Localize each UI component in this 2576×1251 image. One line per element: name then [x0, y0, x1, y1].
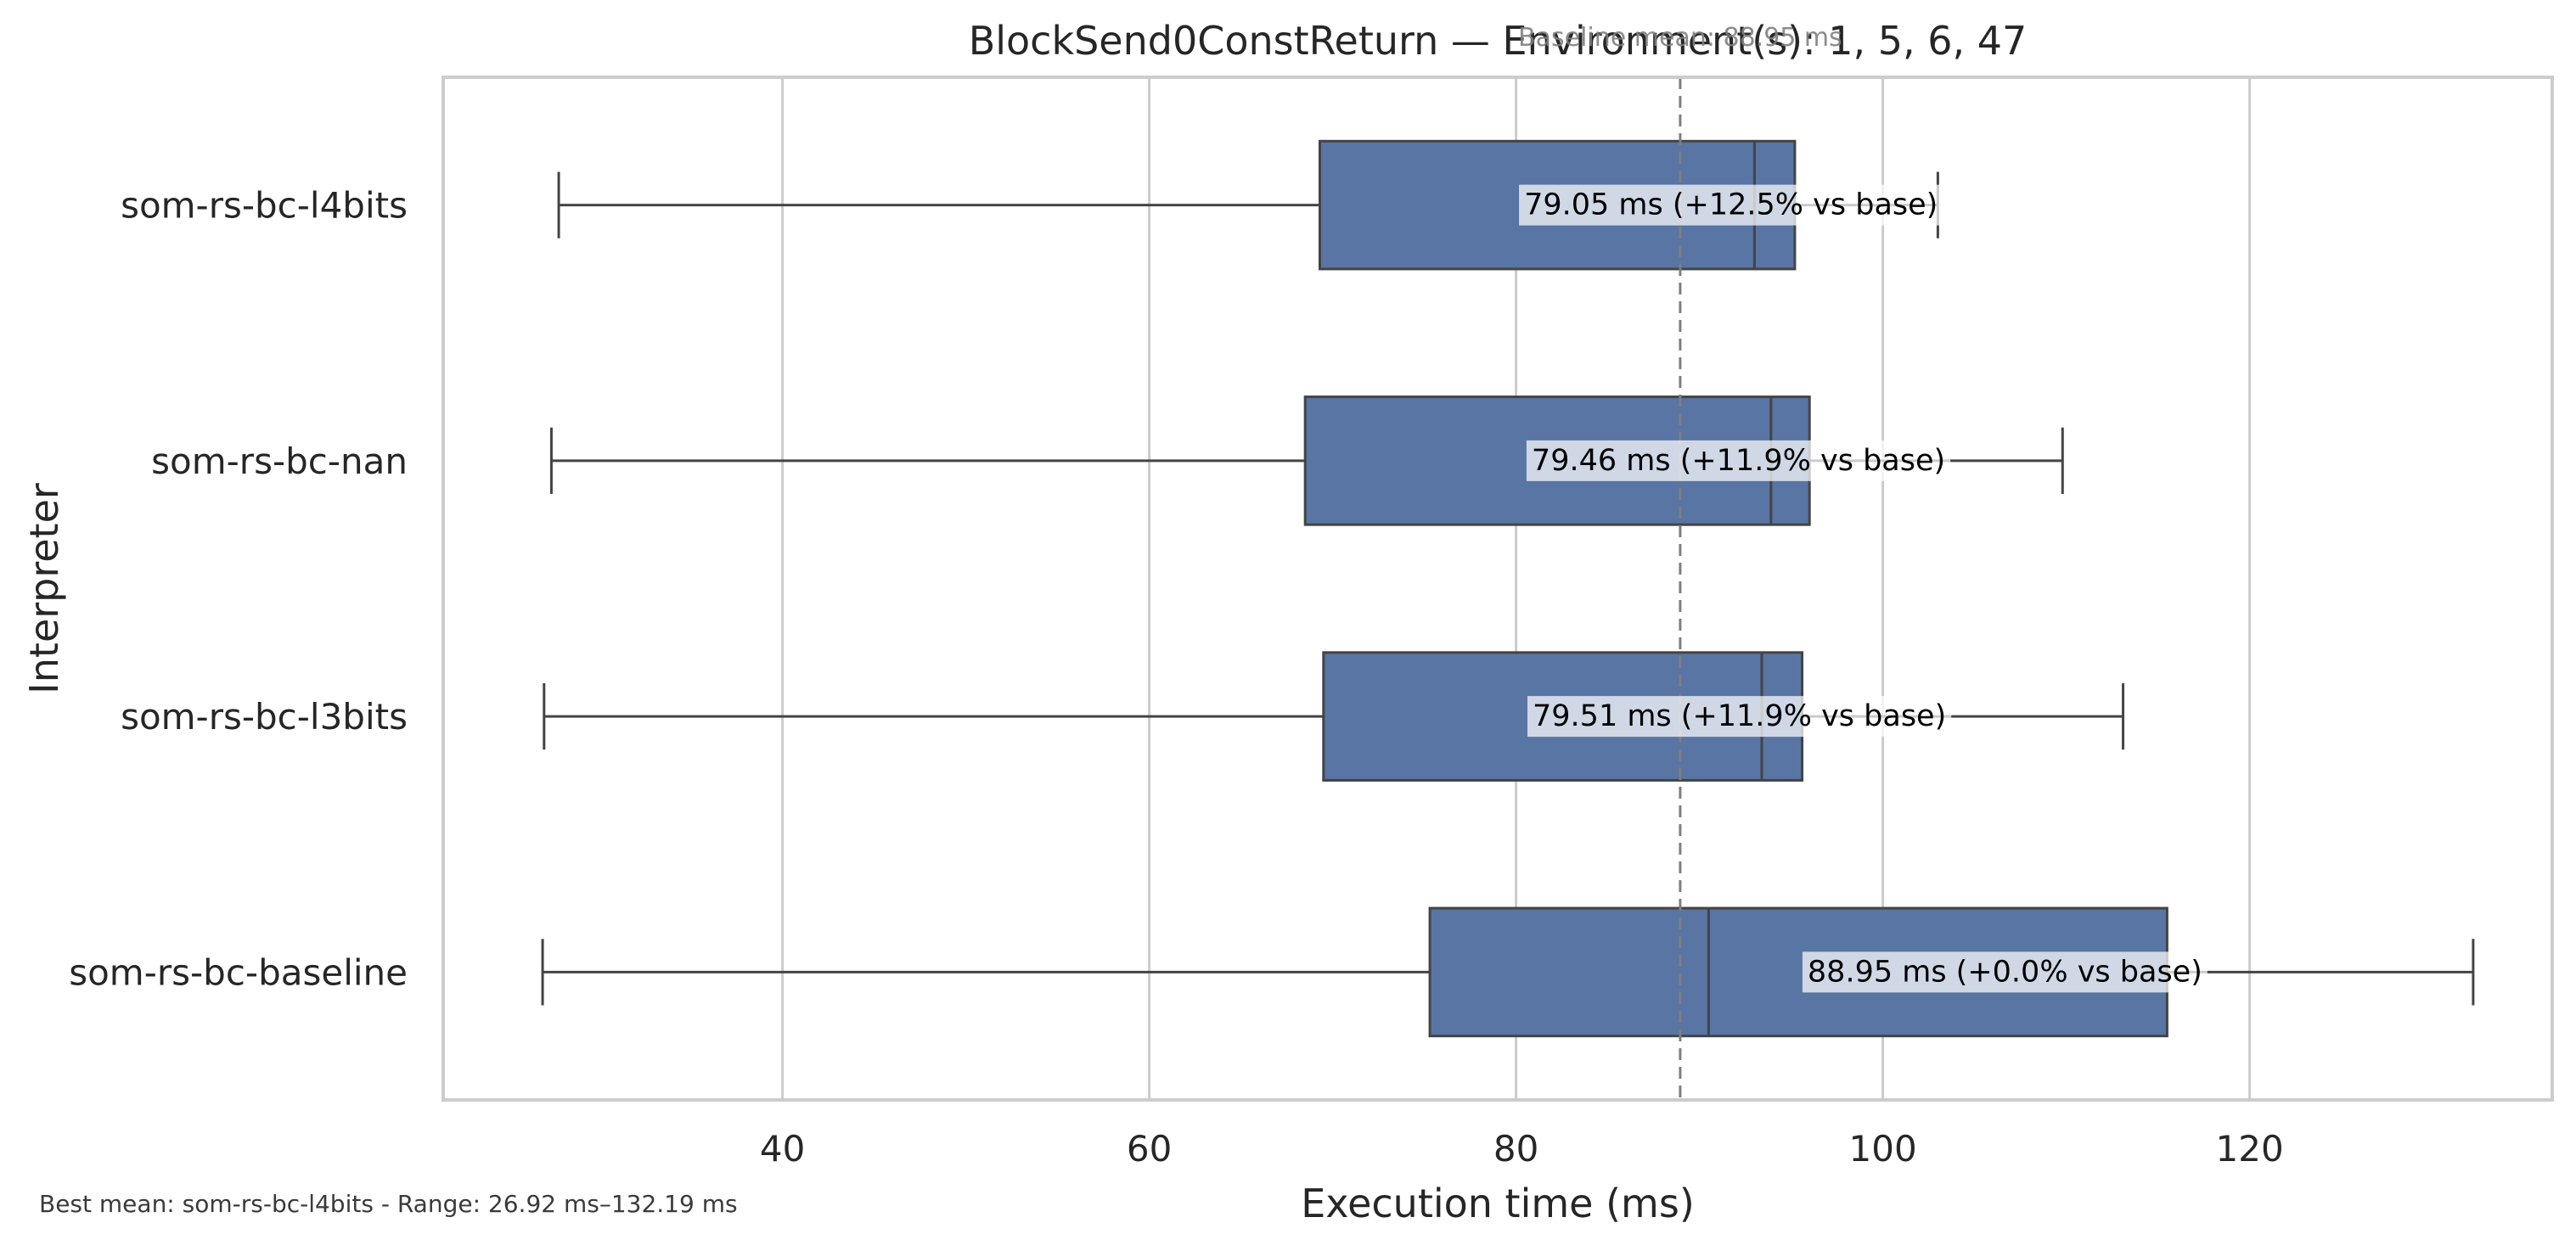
- mean-annotation-label: 79.46 ms (+11.9% vs base): [1532, 444, 1945, 478]
- mean-annotation-label: 88.95 ms (+0.0% vs base): [1808, 955, 2202, 989]
- box-group: [541, 906, 2475, 1038]
- mean-annotation-label: 79.51 ms (+11.9% vs base): [1533, 699, 1946, 733]
- mean-annotation-box: [1802, 951, 2208, 993]
- x-tick-label: 120: [2216, 1128, 2284, 1170]
- y-tick-label: som-rs-bc-nan: [151, 440, 408, 482]
- y-tick-label: som-rs-bc-l4bits: [121, 185, 408, 227]
- x-tick-label: 40: [760, 1128, 805, 1170]
- mean-annotation-box: [1526, 440, 1951, 481]
- y-tick-label: som-rs-bc-l3bits: [121, 696, 408, 738]
- y-axis-label: Interpreter: [21, 483, 67, 694]
- plot-frame: [442, 76, 2554, 1102]
- x-tick-label: 100: [1849, 1128, 1917, 1170]
- baseline-label: Baseline mean: 88.95 ms: [1518, 23, 1842, 53]
- chart-title: BlockSend0ConstReturn — Environment(s): …: [969, 18, 2028, 64]
- mean-annotation-box: [1519, 184, 1943, 226]
- mean-annotation-label: 79.05 ms (+12.5% vs base): [1524, 188, 1938, 222]
- y-tick-label: som-rs-bc-baseline: [69, 951, 408, 993]
- x-tick-label: 60: [1127, 1128, 1172, 1170]
- x-axis-label: Execution time (ms): [1301, 1181, 1695, 1226]
- x-tick-label: 80: [1493, 1128, 1538, 1170]
- mean-annotation-box: [1527, 696, 1952, 738]
- chart-footnote: Best mean: som-rs-bc-l4bits - Range: 26.…: [39, 1190, 738, 1218]
